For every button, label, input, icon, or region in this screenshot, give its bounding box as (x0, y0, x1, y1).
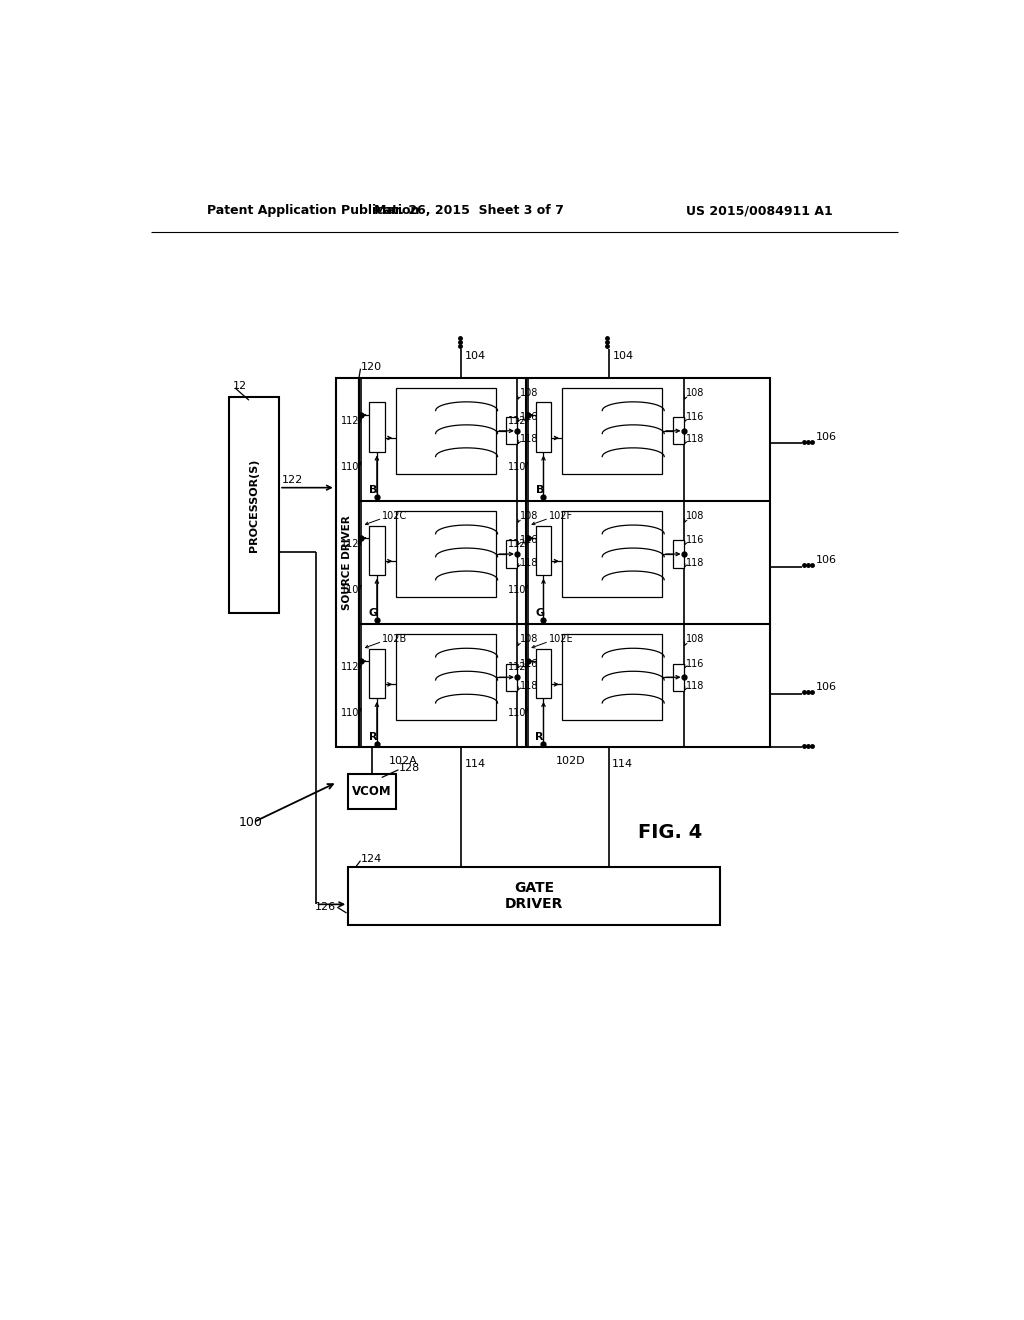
Text: 112: 112 (508, 663, 526, 672)
Text: 110: 110 (508, 585, 526, 595)
Text: 112: 112 (341, 539, 359, 549)
Text: 118: 118 (686, 434, 705, 445)
Text: B: B (369, 486, 377, 495)
Text: 114: 114 (464, 759, 485, 770)
Bar (673, 417, 684, 445)
Bar (228, 397, 280, 612)
Text: 108: 108 (519, 634, 538, 644)
Text: 106: 106 (816, 432, 838, 442)
Bar (348, 775, 396, 809)
Text: 108: 108 (686, 511, 705, 521)
Text: 110: 110 (341, 585, 359, 595)
Text: 116: 116 (519, 659, 538, 669)
Text: 108: 108 (686, 634, 705, 644)
Bar (562, 388, 663, 474)
Text: 112: 112 (508, 539, 526, 549)
Text: 104: 104 (465, 351, 486, 362)
Text: 118: 118 (519, 681, 538, 690)
Bar (673, 664, 684, 690)
Text: Patent Application Publication: Patent Application Publication (207, 205, 420, 218)
Text: 114: 114 (611, 759, 633, 770)
Text: 110: 110 (508, 462, 526, 471)
Bar (536, 649, 551, 698)
Text: 106: 106 (816, 682, 838, 693)
Bar (369, 403, 385, 451)
Text: 102E: 102E (549, 634, 573, 644)
Text: PROCESSOR(S): PROCESSOR(S) (249, 458, 259, 552)
Text: 116: 116 (519, 412, 538, 422)
Bar (395, 634, 496, 721)
Bar (562, 634, 663, 721)
Text: 116: 116 (686, 659, 705, 669)
Text: 102B: 102B (382, 634, 408, 644)
Bar (369, 649, 385, 698)
Text: 110: 110 (341, 708, 359, 718)
Text: 118: 118 (686, 557, 705, 568)
Text: 102D: 102D (556, 756, 585, 767)
Text: 116: 116 (686, 412, 705, 422)
Text: US 2015/0084911 A1: US 2015/0084911 A1 (686, 205, 833, 218)
Text: 118: 118 (686, 681, 705, 690)
Text: G: G (536, 609, 545, 619)
Text: 118: 118 (519, 434, 538, 445)
Bar (536, 525, 551, 576)
Text: 102C: 102C (382, 511, 408, 521)
Text: 118: 118 (519, 557, 538, 568)
Bar (336, 378, 359, 747)
Text: GATE
DRIVER: GATE DRIVER (505, 880, 563, 911)
Text: 112: 112 (341, 663, 359, 672)
Text: 104: 104 (612, 351, 634, 362)
Text: 120: 120 (360, 362, 382, 372)
Text: SOURCE DRIVER: SOURCE DRIVER (342, 515, 352, 610)
Text: 124: 124 (360, 854, 382, 865)
Text: FIG. 4: FIG. 4 (638, 822, 702, 842)
Bar (506, 664, 517, 690)
Bar (395, 388, 496, 474)
Text: 108: 108 (686, 388, 705, 397)
Text: 110: 110 (341, 462, 359, 471)
Text: 108: 108 (519, 511, 538, 521)
Text: R: R (369, 731, 378, 742)
Text: 122: 122 (283, 475, 303, 484)
Text: B: B (536, 486, 544, 495)
Text: 128: 128 (399, 763, 421, 774)
Text: 108: 108 (519, 388, 538, 397)
Bar (562, 511, 663, 597)
Bar (536, 403, 551, 451)
Text: 126: 126 (314, 903, 336, 912)
Bar (673, 540, 684, 568)
Text: 110: 110 (508, 708, 526, 718)
Bar (395, 511, 496, 597)
Text: 100: 100 (239, 816, 263, 829)
Text: G: G (369, 609, 378, 619)
Text: 112: 112 (508, 416, 526, 426)
Text: 116: 116 (686, 536, 705, 545)
Bar (506, 540, 517, 568)
Text: 116: 116 (519, 536, 538, 545)
Text: 106: 106 (816, 556, 838, 565)
Text: VCOM: VCOM (352, 785, 392, 799)
Bar (369, 525, 385, 576)
Text: R: R (536, 731, 544, 742)
Text: 102F: 102F (549, 511, 573, 521)
Bar (348, 867, 720, 924)
Text: Mar. 26, 2015  Sheet 3 of 7: Mar. 26, 2015 Sheet 3 of 7 (374, 205, 564, 218)
Bar (506, 417, 517, 445)
Bar (359, 378, 770, 747)
Text: 102A: 102A (389, 756, 418, 767)
Text: 112: 112 (341, 416, 359, 426)
Text: 12: 12 (232, 381, 247, 391)
